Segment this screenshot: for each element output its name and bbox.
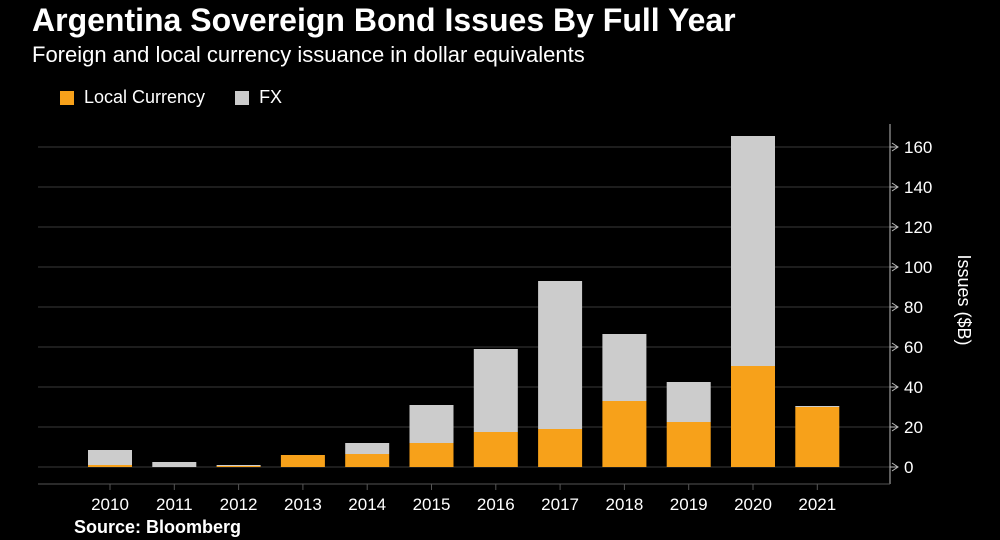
bar-local-currency-2013 [280,455,325,467]
y-tick-arrow [891,142,899,152]
bar-fx-2021 [795,406,840,407]
legend: Local Currency FX [60,87,282,108]
y-tick-arrow [891,262,899,272]
bar-fx-2012 [216,465,261,466]
x-tick-label: 2020 [734,495,772,514]
x-tick-label: 2011 [156,495,193,514]
bar-fx-2018 [602,334,647,401]
y-tick-arrow [891,382,899,392]
y-tick-label: 80 [904,298,923,317]
bar-local-currency-2016 [473,432,518,467]
x-tick-label: 2018 [605,495,643,514]
bar-local-currency-2019 [666,422,711,467]
bar-local-currency-2020 [731,366,775,467]
y-tick-arrow [891,222,899,232]
y-tick-label: 100 [904,258,932,277]
legend-swatch-local-currency [60,90,74,105]
y-axis-label: Issues ($B) [954,254,974,345]
y-tick-label: 140 [904,178,932,197]
y-tick-arrow [891,462,899,472]
y-tick-arrow [891,422,899,432]
bar-fx-2017 [538,281,583,429]
y-tick-label: 160 [904,138,932,157]
bar-fx-2016 [473,349,518,432]
bar-local-currency-2021 [795,407,840,467]
x-tick-label: 2010 [91,495,129,514]
bar-local-currency-2017 [538,429,583,467]
chart-subtitle: Foreign and local currency issuance in d… [32,42,585,67]
y-tick-arrow [891,182,899,192]
y-tick-label: 120 [904,218,932,237]
x-tick-label: 2013 [284,495,322,514]
bar-local-currency-2014 [345,454,390,467]
legend-item-fx: FX [235,87,282,108]
y-tick-arrow [891,302,899,312]
x-tick-label: 2017 [541,495,579,514]
x-tick-label: 2021 [798,495,836,514]
x-tick-label: 2016 [477,495,515,514]
bar-fx-2020 [731,136,775,366]
legend-label-fx: FX [259,87,283,107]
bar-fx-2015 [409,405,454,443]
y-tick-label: 20 [904,418,923,437]
source-note: Source: Bloomberg [74,517,242,537]
bar-fx-2019 [666,382,711,422]
bar-local-currency-2018 [602,401,647,467]
legend-label-local-currency: Local Currency [84,87,206,107]
y-tick-arrow [891,342,899,352]
y-tick-label: 0 [904,458,913,477]
legend-item-local-currency: Local Currency [60,87,205,108]
x-tick-label: 2015 [413,495,451,514]
chart-title: Argentina Sovereign Bond Issues By Full … [32,2,736,38]
bar-local-currency-2012 [216,466,261,467]
x-tick-label: 2019 [670,495,708,514]
x-tick-label: 2012 [220,495,258,514]
y-tick-label: 40 [904,378,923,397]
y-tick-label: 60 [904,338,923,357]
bar-fx-2014 [345,443,390,454]
bar-fx-2010 [88,450,132,465]
bar-fx-2011 [152,462,197,467]
x-tick-label: 2014 [348,495,386,514]
bar-local-currency-2010 [88,465,132,467]
bar-local-currency-2015 [409,443,454,467]
legend-swatch-fx [235,90,250,105]
